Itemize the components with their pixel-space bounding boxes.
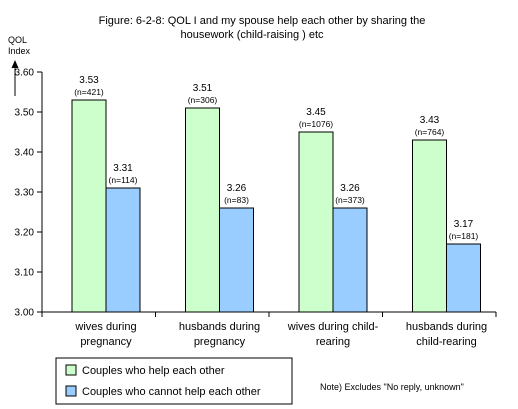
y-axis-label-arrow-icon: [11, 60, 19, 68]
n-label: (n=181): [449, 231, 479, 241]
bar-help: [185, 107, 220, 313]
category-labels: wives during pregnancy husbands during preg…: [41, 312, 497, 348]
y-tick-label: 3.10: [15, 268, 35, 279]
category-label: husbands during: [406, 321, 487, 333]
value-label: 3.43: [420, 115, 440, 126]
data-labels: 3.53(n=421)3.31(n=114)3.51(n=306)3.26(n=…: [74, 75, 478, 241]
legend-label-cannot-help: Couples who cannot help each other: [82, 386, 261, 398]
n-label: (n=764): [415, 127, 445, 137]
n-label: (n=83): [224, 195, 249, 205]
chart-title-line1: Figure: 6-2-8: QOL I and my spouse help …: [99, 15, 426, 27]
y-tick-label: 3.50: [15, 108, 35, 119]
category-label: child-rearing: [416, 336, 477, 348]
y-tick-label: 3.40: [15, 148, 35, 159]
y-axis-label-line1: QOL: [8, 35, 27, 45]
value-label: 3.26: [340, 183, 360, 194]
value-label: 3.45: [306, 107, 326, 118]
value-label: 3.26: [227, 183, 247, 194]
value-label: 3.31: [113, 163, 133, 174]
bar-cannot-help: [446, 243, 481, 313]
category-label: husbands during: [179, 321, 260, 333]
category-label: wives during: [74, 321, 136, 333]
bar-cannot-help: [105, 187, 141, 313]
y-ticks: 3.00 3.10 3.20 3.30 3.40 3.50 3.60: [15, 68, 42, 319]
n-label: (n=421): [74, 87, 104, 97]
y-tick-label: 3.60: [15, 68, 35, 79]
y-axis-label-line2: Index: [8, 46, 31, 56]
y-tick-label: 3.30: [15, 188, 35, 199]
chart-title-line2: housework (child-raising ) etc: [180, 29, 324, 41]
value-label: 3.53: [79, 75, 99, 86]
legend-swatch-cannot-help: [65, 385, 77, 397]
note-text: Note) Excludes "No reply, unknown": [320, 382, 464, 392]
legend-swatch-help: [65, 364, 77, 376]
bar-help: [298, 131, 334, 313]
value-label: 3.17: [454, 219, 474, 230]
n-label: (n=306): [188, 95, 218, 105]
value-label: 3.51: [193, 83, 213, 94]
legend-label-help: Couples who help each other: [82, 365, 225, 377]
y-tick-label: 3.20: [15, 228, 35, 239]
bar-help: [71, 99, 107, 313]
bar-help: [412, 139, 447, 313]
bars: [71, 99, 481, 313]
n-label: (n=373): [335, 195, 365, 205]
n-label: (n=114): [109, 175, 138, 185]
category-label: wives during child-: [287, 321, 379, 333]
y-tick-label: 3.00: [15, 308, 35, 319]
category-label: rearing: [316, 336, 350, 348]
category-label: pregnancy: [194, 336, 246, 348]
category-label: pregnancy: [80, 336, 132, 348]
legend-box: [55, 357, 293, 405]
n-label: (n=1076): [299, 119, 333, 129]
bar-cannot-help: [219, 207, 254, 313]
bar-cannot-help: [332, 207, 368, 313]
